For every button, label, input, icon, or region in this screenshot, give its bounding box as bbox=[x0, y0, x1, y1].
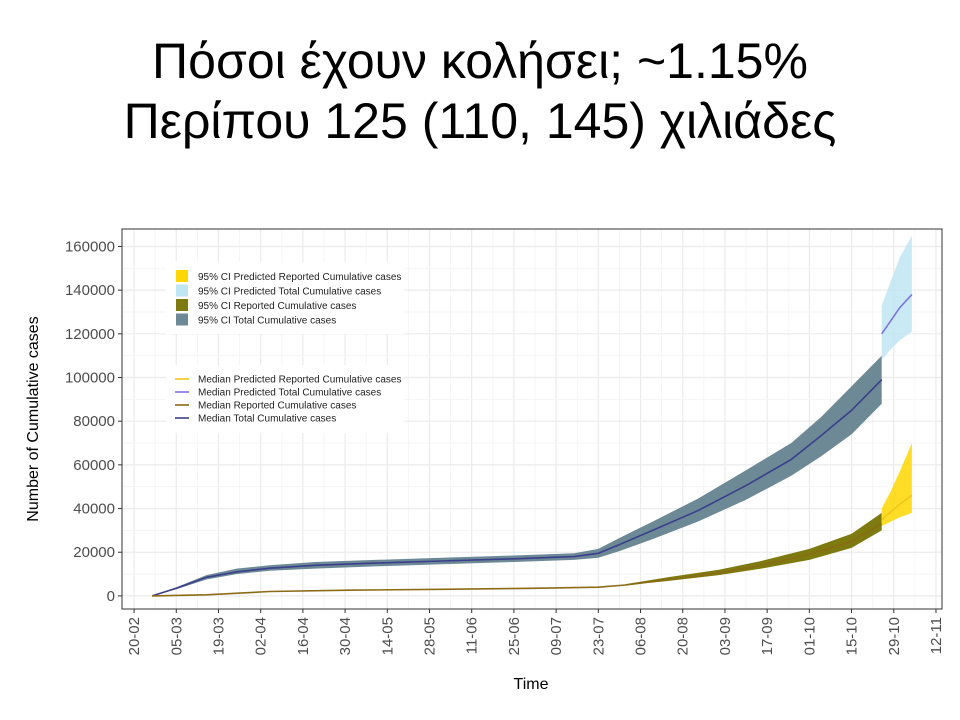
band-series-3 bbox=[881, 443, 912, 526]
y-tick-label: 160000 bbox=[65, 238, 115, 255]
legend-ci-label: 95% CI Total Cumulative cases bbox=[198, 316, 336, 327]
x-tick-label: 14-05 bbox=[379, 617, 396, 655]
median-lines bbox=[151, 293, 913, 597]
legend-ci-key bbox=[176, 299, 188, 311]
x-tick-label: 05-03 bbox=[168, 617, 185, 655]
slide-title-line-1: Πόσοι έχουν κολήσει; ~1.15% bbox=[152, 33, 808, 89]
slide-title-line-2: Περίπου 125 (110, 145) χιλιάδες bbox=[123, 93, 837, 149]
y-axis-ticks: 0 20000 40000 60000 80000 100000 120000 140000 1… bbox=[65, 238, 122, 605]
line-series-4 bbox=[151, 379, 883, 597]
y-tick-label: 20000 bbox=[73, 544, 115, 561]
legend-ci-label: 95% CI Predicted Reported Cumulative cas… bbox=[198, 272, 401, 283]
x-tick-label: 20-02 bbox=[126, 617, 143, 655]
legend-median-label: Median Total Cumulative cases bbox=[198, 414, 336, 425]
y-tick-label: 120000 bbox=[65, 326, 115, 343]
band-series-2 bbox=[625, 512, 882, 586]
legend-ci-key bbox=[176, 313, 188, 326]
x-tick-label: 11-06 bbox=[464, 617, 481, 654]
y-tick-label: 40000 bbox=[73, 501, 115, 518]
legend-ci-key bbox=[176, 270, 188, 282]
x-tick-label: 29-10 bbox=[886, 617, 903, 655]
legend-median-box bbox=[166, 365, 404, 433]
y-tick-label: 100000 bbox=[65, 370, 115, 387]
chart-legend: 95% CI Predicted Reported Cumulative cas… bbox=[166, 262, 404, 433]
legend-median-label: Median Reported Cumulative cases bbox=[198, 401, 356, 412]
x-tick-label: 03-09 bbox=[717, 617, 734, 655]
x-tick-label: 20-08 bbox=[675, 617, 692, 655]
x-tick-label: 28-05 bbox=[422, 617, 439, 655]
legend-ci-label: 95% CI Reported Cumulative cases bbox=[198, 301, 356, 312]
x-tick-label: 16-04 bbox=[295, 617, 312, 655]
plot-panel-border bbox=[121, 228, 943, 610]
x-tick-label: 12-11 bbox=[928, 617, 945, 654]
legend-median-label: Median Predicted Reported Cumulative cas… bbox=[198, 375, 401, 386]
x-tick-label: 09-07 bbox=[548, 617, 565, 655]
legend-ci-box bbox=[166, 262, 404, 334]
confidence-bands bbox=[152, 235, 912, 596]
x-axis-ticks: 20-02 05-03 19-03 02-04 16-04 30-04 14-05 28-05… bbox=[126, 609, 945, 655]
legend-ci-key bbox=[176, 284, 188, 297]
x-tick-label: 01-10 bbox=[801, 617, 818, 655]
x-tick-label: 23-07 bbox=[590, 617, 607, 655]
x-tick-label: 02-04 bbox=[253, 617, 270, 655]
y-axis-title: Number of Cumulative cases bbox=[25, 316, 42, 521]
line-series-5 bbox=[881, 293, 913, 335]
y-tick-label: 0 bbox=[107, 588, 115, 605]
line-series-6 bbox=[152, 523, 883, 597]
line-series-7 bbox=[881, 494, 913, 521]
x-tick-label: 25-06 bbox=[506, 617, 523, 655]
y-tick-label: 60000 bbox=[73, 457, 115, 474]
x-tick-label: 15-10 bbox=[844, 617, 861, 655]
band-series-1 bbox=[881, 235, 912, 360]
band-series-0 bbox=[152, 355, 882, 596]
x-axis-title: Time bbox=[514, 676, 549, 693]
x-tick-label: 19-03 bbox=[211, 617, 228, 655]
x-tick-label: 17-09 bbox=[759, 617, 776, 655]
x-tick-label: 06-08 bbox=[633, 617, 650, 655]
y-tick-label: 140000 bbox=[65, 282, 115, 299]
legend-ci-label: 95% CI Predicted Total Cumulative cases bbox=[198, 287, 381, 298]
x-tick-label: 30-04 bbox=[337, 617, 354, 655]
y-tick-label: 80000 bbox=[73, 413, 115, 430]
legend-median-label: Median Predicted Total Cumulative cases bbox=[198, 388, 381, 399]
